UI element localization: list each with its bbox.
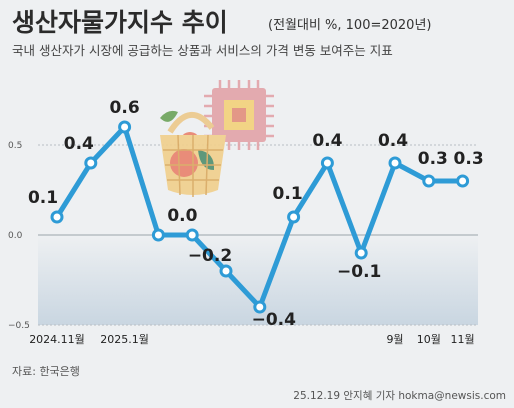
y-tick-labels: 0.5 0.0 −0.5 bbox=[8, 141, 30, 331]
data-label: −0.2 bbox=[188, 246, 232, 266]
data-label: 0.4 bbox=[64, 134, 94, 154]
x-tick-label: 10월 bbox=[417, 333, 441, 346]
y-tick-label: 0.0 bbox=[8, 231, 23, 241]
data-label: 0.6 bbox=[110, 98, 140, 118]
data-label: 0.4 bbox=[312, 131, 342, 151]
x-tick-labels: 2024.11월 2025.1월 9월 10월 11월 bbox=[29, 333, 474, 346]
data-label: −0.4 bbox=[252, 310, 297, 330]
data-point bbox=[118, 120, 132, 134]
data-label: 0.4 bbox=[378, 131, 408, 151]
data-point bbox=[320, 156, 334, 170]
data-point bbox=[422, 174, 436, 188]
basket-chip-illustration bbox=[160, 80, 274, 197]
x-tick-label: 9월 bbox=[386, 333, 403, 346]
data-point bbox=[354, 246, 368, 260]
chart-subtitle: 국내 생산자가 시장에 공급하는 상품과 서비스의 가격 변동 보여주는 지표 bbox=[12, 43, 393, 58]
data-label: 0.0 bbox=[167, 206, 197, 226]
data-point bbox=[151, 228, 165, 242]
data-labels: 0.1 0.4 0.6 0.0 −0.2 −0.4 0.1 0.4 −0.1 0.4 0.3 0.3 bbox=[28, 98, 484, 330]
unit-note: (전월대비 %, 100=2020년) bbox=[268, 18, 431, 33]
data-label: 0.1 bbox=[273, 184, 303, 204]
data-point bbox=[388, 156, 402, 170]
chart-title: 생산자물가지수 추이 bbox=[12, 8, 228, 37]
data-label: 0.1 bbox=[28, 188, 58, 208]
data-point bbox=[287, 210, 301, 224]
source-note: 자료: 한국은행 bbox=[12, 365, 80, 378]
basket-icon bbox=[160, 110, 226, 197]
y-tick-label: −0.5 bbox=[8, 321, 30, 331]
x-tick-label: 2024.11월 bbox=[29, 333, 85, 346]
data-point bbox=[456, 174, 470, 188]
x-tick-label: 2025.1월 bbox=[100, 333, 149, 346]
data-label: −0.1 bbox=[337, 262, 381, 282]
credit-line: 25.12.19 안지혜 기자 hokma@newsis.com bbox=[293, 390, 506, 402]
data-point bbox=[185, 228, 199, 242]
data-point bbox=[253, 300, 267, 314]
x-tick-label: 11월 bbox=[451, 333, 475, 346]
data-points bbox=[50, 120, 470, 314]
data-label: 0.3 bbox=[418, 149, 448, 169]
y-tick-label: 0.5 bbox=[8, 141, 22, 151]
data-point bbox=[50, 210, 64, 224]
data-label: 0.3 bbox=[454, 149, 484, 169]
data-point bbox=[219, 264, 233, 278]
data-point bbox=[84, 156, 98, 170]
